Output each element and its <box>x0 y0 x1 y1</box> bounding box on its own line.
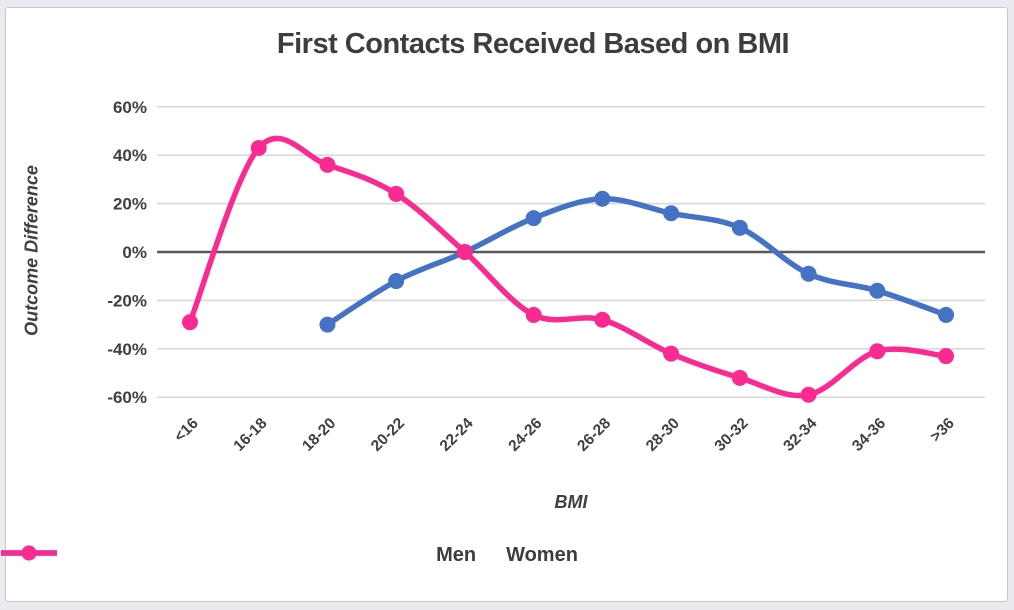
x-tick-label: 28-30 <box>643 415 683 455</box>
x-tick-label: 24-26 <box>505 415 545 455</box>
x-axis-title: BMI <box>554 492 588 512</box>
x-tick-label: 18-20 <box>299 415 339 455</box>
men-line <box>324 196 949 328</box>
y-tick-label: 20% <box>113 195 147 214</box>
chart-title: First Contacts Received Based on BMI <box>276 28 790 60</box>
women-point <box>250 139 267 156</box>
x-tick-label: 30-32 <box>712 415 752 455</box>
women-point <box>800 386 817 403</box>
men-point <box>663 205 680 222</box>
women-point <box>525 306 542 323</box>
women-point <box>869 343 886 360</box>
y-tick-label: -20% <box>107 291 147 310</box>
women-point <box>456 244 473 260</box>
y-tick-label: 0% <box>122 243 147 262</box>
legend: Men Women <box>0 544 1014 567</box>
y-tick-label: -60% <box>107 388 147 407</box>
x-tick-label: 16-18 <box>230 415 270 455</box>
women-point <box>388 185 405 202</box>
men-point <box>731 219 748 236</box>
x-tick-label: 34-36 <box>849 415 889 455</box>
x-tick-label: 20-22 <box>368 415 408 455</box>
x-tick-label: >36 <box>927 415 958 446</box>
men-point <box>388 273 405 290</box>
men-point <box>594 190 611 207</box>
women-point <box>319 156 336 173</box>
women-point <box>594 311 611 328</box>
women-point <box>182 314 198 331</box>
men-point <box>319 316 336 333</box>
women-point <box>663 345 680 362</box>
legend-label-men: Men <box>436 544 477 566</box>
y-tick-label: 40% <box>113 146 147 165</box>
women-line <box>187 135 949 399</box>
men-point <box>525 210 542 227</box>
y-tick-label: -40% <box>107 340 147 359</box>
y-tick-label: 60% <box>113 98 147 117</box>
legend-item-women: Women <box>1 544 578 567</box>
women-point <box>938 348 955 365</box>
legend-item-men: Men <box>1 544 477 567</box>
men-point <box>869 282 886 299</box>
x-tick-label: 32-34 <box>780 415 820 455</box>
x-tick-label: 22-24 <box>437 415 477 455</box>
men-point <box>800 265 817 282</box>
women-point <box>731 369 748 386</box>
men-point <box>938 306 955 323</box>
x-tick-label: 26-28 <box>574 415 614 455</box>
x-tick-label: <16 <box>171 415 202 446</box>
legend-label-women: Women <box>506 544 578 566</box>
women-legend-marker-icon <box>1 545 57 561</box>
